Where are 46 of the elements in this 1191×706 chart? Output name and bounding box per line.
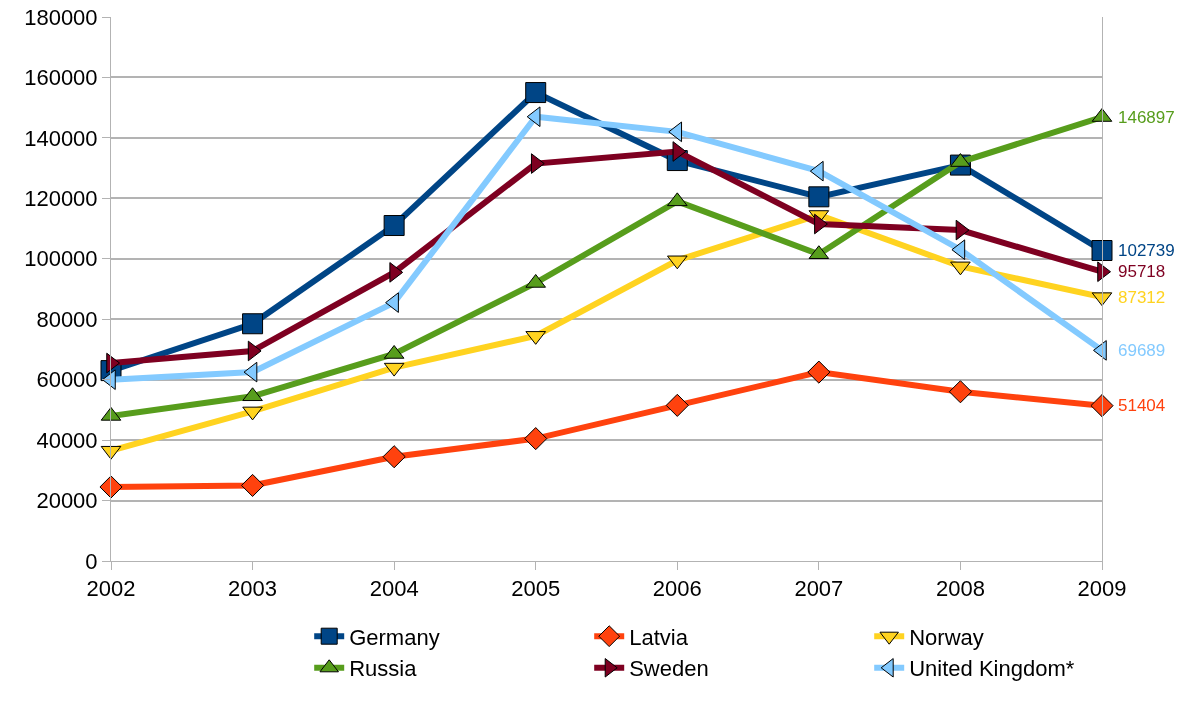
legend-label: Norway [909, 624, 984, 650]
point [807, 360, 831, 384]
point [808, 186, 830, 208]
x-tick-label: 2004 [369, 576, 419, 602]
y-tick-label: 140000 [24, 125, 98, 151]
data-label: 87312 [1118, 288, 1166, 307]
y-tick-label: 20000 [36, 488, 98, 514]
point [530, 153, 545, 174]
y-tick-label: 40000 [36, 427, 98, 453]
y-tick-label: 180000 [24, 4, 98, 30]
legend-label: Germany [349, 624, 440, 650]
point [382, 445, 406, 469]
y-tick-label: 80000 [36, 306, 98, 332]
point [241, 473, 265, 497]
x-tick-label: 2002 [86, 576, 136, 602]
point [665, 393, 689, 417]
point [524, 427, 548, 451]
data-label: 146897 [1118, 108, 1175, 127]
point [948, 380, 972, 404]
x-tick-label: 2003 [228, 576, 278, 602]
x-tick-label: 2006 [652, 576, 702, 602]
point [950, 261, 971, 276]
y-tick-label: 100000 [24, 246, 98, 272]
point [99, 475, 123, 499]
x-tick-label: 2005 [511, 576, 561, 602]
legend-label: United Kingdom* [909, 656, 1075, 682]
x-tick-label: 2008 [935, 576, 985, 602]
point [525, 82, 547, 104]
legend-label: Russia [349, 656, 418, 682]
data-label: 51404 [1118, 396, 1166, 415]
x-tick-label: 2007 [794, 576, 844, 602]
y-tick-label: 120000 [24, 186, 98, 212]
point [242, 313, 264, 335]
y-tick-label: 0 [85, 548, 98, 574]
data-label: 102739 [1118, 241, 1175, 260]
point [1090, 394, 1114, 418]
y-tick-label: 60000 [36, 367, 98, 393]
data-label: 95718 [1118, 262, 1166, 281]
legend-label: Latvia [629, 624, 689, 650]
y-tick-label: 160000 [24, 65, 98, 91]
point [1091, 240, 1113, 261]
point [383, 215, 405, 237]
point [242, 406, 263, 421]
legend-label: Sweden [629, 656, 709, 682]
data-label: 69689 [1118, 341, 1166, 360]
x-tick-label: 2009 [1077, 576, 1127, 602]
